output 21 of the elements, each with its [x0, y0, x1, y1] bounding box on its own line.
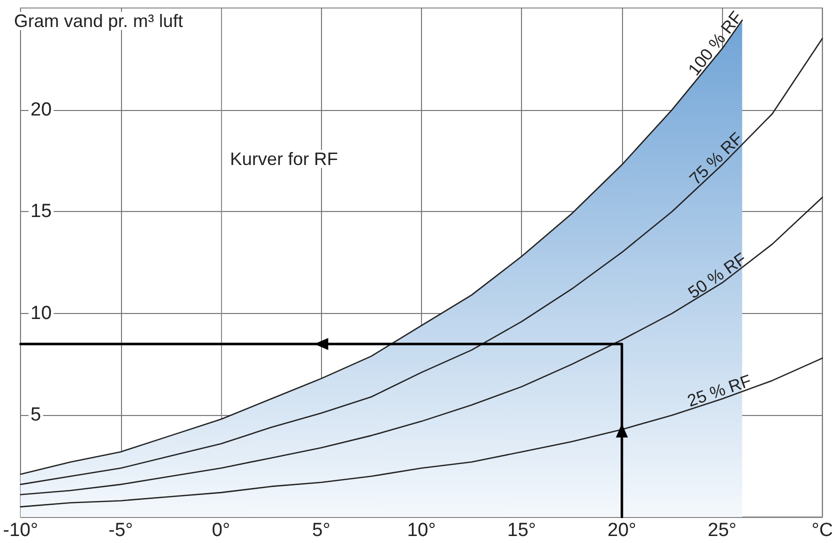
y-tick-label: 10	[30, 302, 52, 324]
x-tick-label: -5°	[108, 520, 134, 541]
line-series	[20, 358, 823, 508]
text: 50 % RF	[684, 249, 750, 302]
x-tick-label: 25°	[708, 520, 736, 541]
x-tick-label: 15°	[507, 520, 536, 541]
annotation: Kurver for RF	[230, 149, 338, 169]
text: 100 % RF	[684, 8, 746, 80]
y-tick-label: 20	[30, 99, 52, 120]
x-tick-label: -10°	[3, 520, 38, 541]
text: 25 % RF	[685, 371, 754, 411]
y-axis-title: Gram vand pr. m³ luft	[14, 11, 184, 31]
x-tick-label: °C	[812, 520, 834, 541]
y-tick-label: 5	[30, 404, 42, 426]
x-tick-label: 10°	[407, 520, 436, 541]
x-tick-label: 5°	[312, 520, 330, 541]
y-tick-label: 15	[30, 201, 52, 222]
text: 75 % RF	[686, 128, 746, 189]
x-tick-label: 20°	[608, 520, 636, 541]
x-tick-label: 0°	[212, 520, 230, 541]
line-series	[20, 196, 823, 496]
